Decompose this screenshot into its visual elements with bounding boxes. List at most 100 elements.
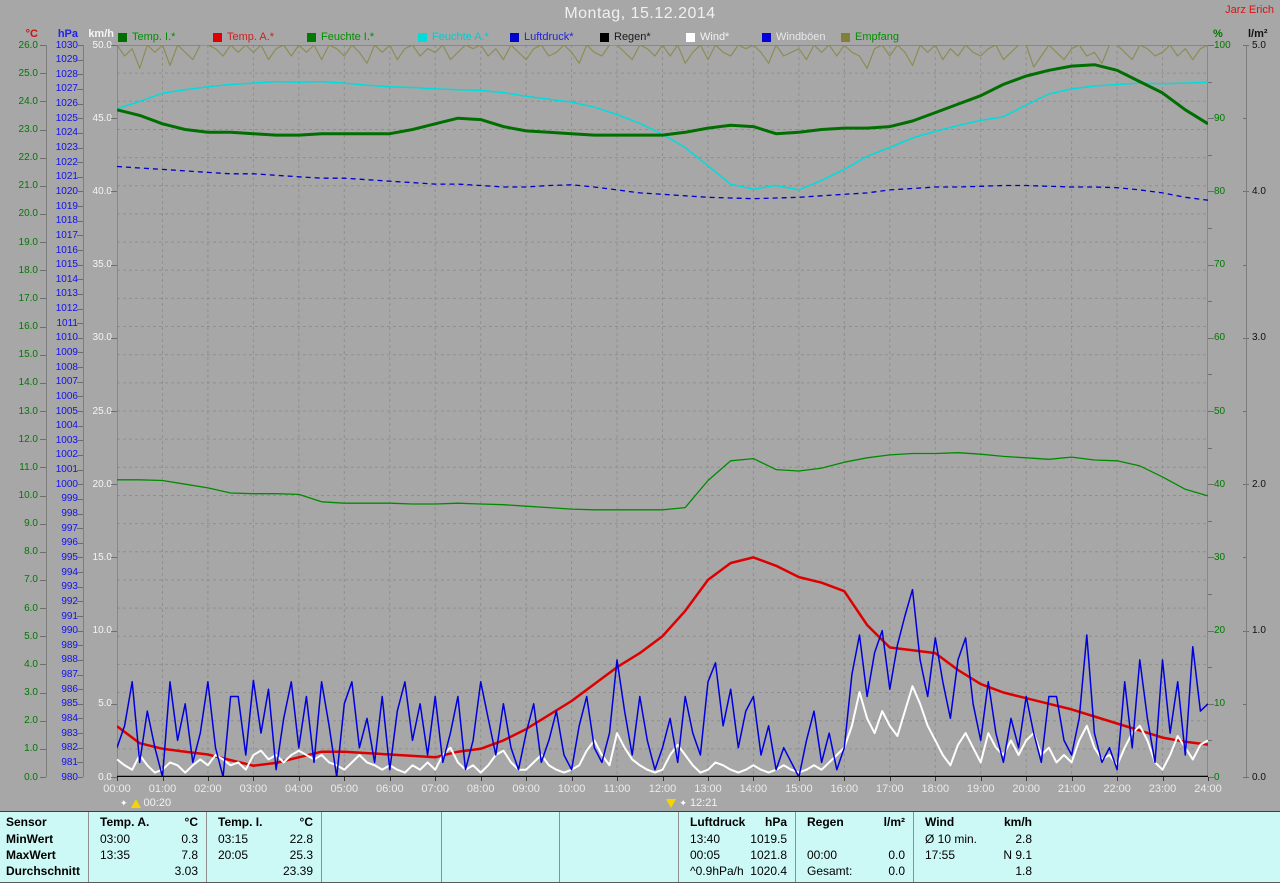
y-axis-label-pressure: 1017 — [55, 229, 78, 241]
time-marker: ✦ 00:20 — [120, 797, 171, 809]
x-axis-tick — [617, 777, 618, 781]
y-axis-label-pressure: 1010 — [55, 332, 78, 344]
y-axis-label-wind: 25.0 — [92, 405, 112, 417]
series-wind — [116, 685, 1209, 774]
y-axis-tick — [1208, 337, 1214, 339]
sparkle-icon: ✦ — [120, 797, 128, 808]
y-axis-label-pressure: 1014 — [55, 273, 78, 285]
axis-guide-line — [1246, 45, 1247, 777]
y-axis-tick — [77, 777, 83, 778]
y-axis-label-temp_c: 19.0 — [18, 236, 38, 248]
table-separator — [441, 812, 442, 882]
chart-plot[interactable] — [116, 44, 1209, 778]
legend-swatch-icon — [118, 32, 127, 42]
table-col-title: Temp. A. — [100, 815, 150, 829]
legend-swatch-icon — [418, 32, 427, 42]
y-axis-label-wind: 20.0 — [92, 478, 112, 490]
page-title: Montag, 15.12.2014 — [564, 5, 716, 22]
y-axis-tick — [77, 601, 83, 603]
y-axis-label-pressure: 1020 — [55, 185, 78, 197]
x-axis-tick — [253, 777, 255, 781]
legend-swatch-icon — [841, 32, 850, 42]
y-axis-label-temp_c: 8.0 — [24, 546, 38, 558]
stats-table: Sensor MinWert MaxWert Durchschnitt Temp. A.… — [0, 811, 1280, 883]
y-axis-label-pressure: 992 — [61, 595, 78, 607]
axis-unit-wind: km/h — [88, 28, 114, 40]
x-axis-label: 05:00 — [330, 783, 359, 795]
y-axis-label-pressure: 981 — [61, 756, 78, 768]
y-axis-tick — [77, 454, 83, 456]
y-axis-tick — [111, 703, 117, 705]
y-axis-tick — [77, 396, 83, 398]
x-axis-label: 03:00 — [239, 783, 268, 795]
y-axis-tick — [40, 551, 46, 553]
y-axis-tick — [1208, 777, 1214, 778]
y-axis-tick — [40, 467, 46, 469]
y-axis-label-humidity: 90 — [1214, 112, 1226, 124]
x-axis-label: 12:00 — [648, 783, 677, 795]
legend-label: Windböen — [776, 31, 826, 43]
x-axis-label: 13:00 — [694, 783, 722, 795]
y-axis-minor-tick — [1208, 81, 1212, 83]
axis-guide-line — [46, 45, 47, 777]
y-axis-minor-tick — [1243, 118, 1247, 120]
x-axis-tick — [1071, 777, 1073, 781]
x-axis-tick — [1026, 777, 1028, 781]
y-axis-tick — [77, 176, 83, 178]
table-cell-time: 20:05 — [218, 848, 249, 862]
x-axis-label: 18:00 — [921, 783, 950, 795]
y-axis-tick — [77, 264, 83, 266]
y-axis-label-pressure: 1005 — [55, 405, 78, 417]
y-axis-tick — [77, 425, 83, 427]
y-axis-tick — [1208, 557, 1214, 559]
series-empfang — [116, 44, 1209, 69]
y-axis-label-humidity: 70 — [1214, 259, 1226, 271]
x-axis-tick — [980, 777, 982, 781]
table-cell-time: 00:00 — [807, 848, 838, 862]
y-axis-tick — [77, 74, 83, 76]
table-row-header: MaxWert — [6, 848, 56, 862]
y-axis-label-pressure: 983 — [61, 727, 78, 739]
x-axis-label: 23:00 — [1148, 783, 1177, 795]
legend-swatch-icon — [510, 32, 519, 42]
x-axis-tick — [1208, 777, 1209, 781]
y-axis-tick — [77, 762, 83, 764]
legend-swatch-icon — [762, 32, 771, 42]
y-axis-label-temp_c: 11.0 — [19, 461, 38, 473]
y-axis-label-temp_c: 13.0 — [18, 405, 38, 417]
legend-item-windb-en: Windböen — [762, 31, 826, 43]
y-axis-label-temp_c: 5.0 — [24, 630, 38, 642]
y-axis-label-humidity: 30 — [1214, 551, 1226, 563]
table-separator — [88, 812, 89, 882]
x-axis-tick — [1117, 777, 1119, 781]
up-triangle-icon — [130, 798, 141, 808]
y-axis-label-temp_c: 0.0 — [24, 771, 38, 783]
table-col-unit: hPa — [764, 815, 787, 829]
y-axis-label-temp_c: 2.0 — [24, 715, 38, 727]
y-axis-label-pressure: 991 — [61, 610, 78, 622]
table-col-title: Luftdruck — [690, 815, 746, 829]
y-axis-label-temp_c: 21.0 — [18, 180, 38, 192]
table-col-unit: l/m² — [883, 815, 905, 829]
axis-unit-pressure: hPa — [57, 28, 78, 40]
y-axis-label-wind: 15.0 — [92, 551, 112, 563]
legend-label: Temp. A.* — [227, 31, 275, 43]
y-axis-label-temp_c: 25.0 — [18, 67, 38, 79]
y-axis-label-pressure: 1021 — [55, 171, 78, 183]
y-axis-label-pressure: 1000 — [55, 478, 78, 490]
y-axis-tick — [1208, 411, 1214, 412]
y-axis-tick — [40, 523, 46, 525]
y-axis-tick — [77, 528, 83, 530]
table-cell-time: Gesamt: — [807, 864, 853, 878]
y-axis-label-pressure: 1027 — [55, 83, 78, 95]
series-luftdruck — [116, 165, 1209, 201]
y-axis-label-humidity: 100 — [1214, 39, 1231, 51]
y-axis-label-pressure: 1023 — [55, 142, 78, 153]
y-axis-tick — [77, 484, 83, 486]
y-axis-label-pressure: 999 — [61, 493, 78, 505]
x-axis-label: 22:00 — [1103, 783, 1131, 795]
y-axis-label-temp_c: 15.0 — [18, 349, 38, 361]
y-axis-tick — [40, 242, 46, 244]
y-axis-label-pressure: 1007 — [55, 376, 78, 388]
x-axis-label: 21:00 — [1057, 783, 1086, 795]
